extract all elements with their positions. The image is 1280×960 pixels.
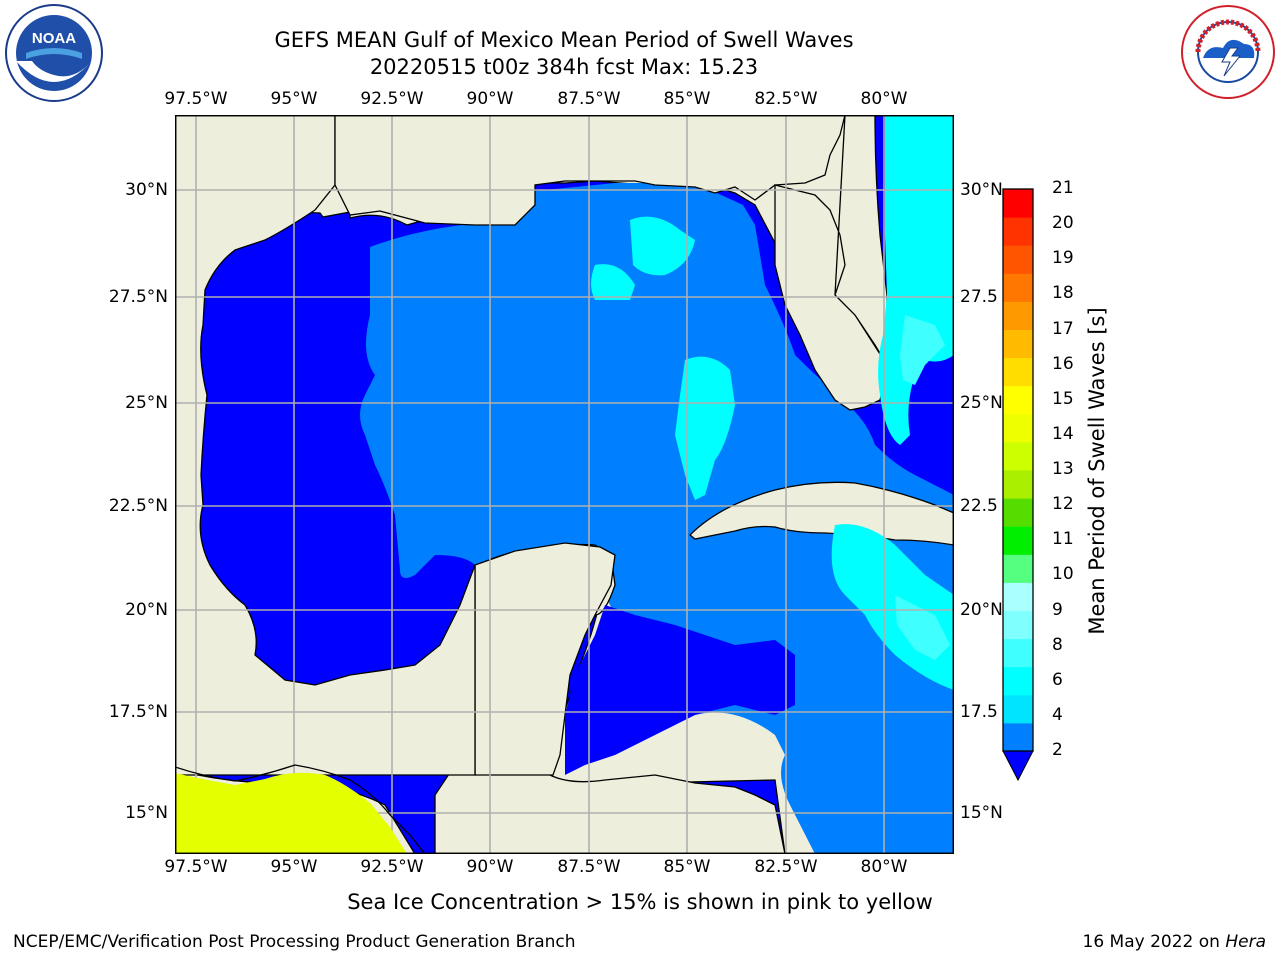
swell-zone-6-8-atlantic <box>900 315 945 385</box>
colorbar-tick-label: 20 <box>1052 213 1074 234</box>
colorbar-tick-label: 21 <box>1052 178 1074 198</box>
colorbar-segment <box>1003 694 1033 724</box>
colorbar-segment <box>1003 498 1033 527</box>
sea-ice-note: Sea Ice Concentration > 15% is shown in … <box>347 890 933 914</box>
lat-label-left: 30°N <box>125 180 168 200</box>
noaa-wordmark: NOAA <box>32 30 76 47</box>
lat-label-left: 20°N <box>125 600 168 620</box>
colorbar-segment <box>1003 722 1033 752</box>
chart-subtitle: 20220515 t00z 384h fcst Max: 15.23 <box>369 55 759 79</box>
graticule <box>175 115 954 854</box>
colorbar-segment <box>1003 217 1033 246</box>
swell-zone-2-4 <box>360 183 954 854</box>
colorbar-segment <box>1003 554 1033 583</box>
us-gulf-coast-land <box>334 115 846 226</box>
swell-zone-below-2-caribbean <box>565 605 795 775</box>
colorbar-tick-label: 14 <box>1052 423 1074 444</box>
colorbar-extend-arrow <box>1002 750 1034 782</box>
lat-label-right: 27.5 <box>960 287 998 307</box>
lon-label-top: 82.5°W <box>754 89 818 109</box>
colorbar-segment <box>1003 441 1033 471</box>
lat-label-left: 25°N <box>125 393 168 413</box>
cuba-land <box>689 481 954 546</box>
colorbar-segment <box>1003 470 1033 499</box>
lon-label-top: 97.5°W <box>164 89 228 109</box>
lat-label-right: 22.5 <box>960 496 998 516</box>
footer-branch: NCEP/EMC/Verification Post Processing Pr… <box>13 932 576 952</box>
yucatan-peninsula <box>474 542 616 776</box>
lat-label-right: 20°N <box>960 600 1003 620</box>
lon-label-bottom: 85°W <box>663 857 711 877</box>
lon-label-top: 95°W <box>270 89 318 109</box>
lat-label-left: 27.5°N <box>108 287 168 307</box>
colorbar-segment <box>1003 189 1033 218</box>
lat-label-right: 15°N <box>960 803 1003 823</box>
colorbar-tick-label: 13 <box>1052 459 1074 479</box>
lon-label-top: 87.5°W <box>557 89 621 109</box>
lat-label-right: 25°N <box>960 393 1003 413</box>
lat-label-left: 15°N <box>125 803 168 823</box>
colorbar-segment <box>1003 245 1033 274</box>
colorbar-segment <box>1003 413 1033 443</box>
map-plot <box>175 115 954 854</box>
lon-label-bottom: 95°W <box>270 857 318 877</box>
noaa-logo: NOAA <box>5 4 103 102</box>
lon-label-bottom: 92.5°W <box>360 857 424 877</box>
chart-title: GEFS MEAN Gulf of Mexico Mean Period of … <box>274 28 854 52</box>
lon-label-top: 92.5°W <box>360 89 424 109</box>
colorbar-tick-label: 17 <box>1052 318 1074 339</box>
lon-label-top: 90°W <box>466 89 514 109</box>
swell-zone-4-6-central <box>591 216 735 500</box>
lon-label-bottom: 97.5°W <box>164 857 228 877</box>
nws-logo <box>1181 5 1275 99</box>
colorbar-tick-label: 15 <box>1052 388 1074 409</box>
colorbar-tick-label: 9 <box>1052 599 1063 620</box>
lat-label-right: 17.5 <box>960 702 998 722</box>
colorbar-segment <box>1003 610 1033 640</box>
colorbar-segment <box>1003 385 1033 415</box>
footer-date: 16 May 2022 on Hera <box>1083 932 1267 952</box>
colorbar-tick-label: 16 <box>1052 353 1074 374</box>
colorbar-tick-label: 6 <box>1052 669 1063 690</box>
colorbar-segment <box>1003 273 1033 302</box>
colorbar-segment <box>1003 301 1033 330</box>
lat-label-right: 30°N <box>960 180 1003 200</box>
colorbar-title: Mean Period of Swell Waves [s] <box>1085 307 1109 635</box>
colorbar-tick-label: 11 <box>1052 529 1074 550</box>
lon-label-bottom: 82.5°W <box>754 857 818 877</box>
colorbar-segment <box>1003 666 1033 696</box>
lon-label-top: 85°W <box>663 89 711 109</box>
colorbar-tick-label: 4 <box>1052 704 1063 725</box>
mexico-land <box>175 115 476 776</box>
colorbar-segment <box>1003 582 1033 611</box>
lon-label-top: 80°W <box>860 89 908 109</box>
colorbar-segment <box>1003 357 1033 387</box>
colorbar-tick-label: 2 <box>1052 740 1063 760</box>
colorbar-tick-label: 8 <box>1052 634 1063 655</box>
sea-ice-coast <box>175 764 426 854</box>
footer-machine: Hera <box>1225 932 1266 952</box>
lat-label-left: 17.5°N <box>108 702 168 722</box>
colorbar <box>1002 188 1034 782</box>
swell-zone-4-6-atlantic <box>878 115 954 445</box>
colorbar-tick-label: 19 <box>1052 248 1074 269</box>
lat-label-left: 22.5°N <box>108 496 168 516</box>
colorbar-tick-label: 12 <box>1052 494 1074 515</box>
lon-label-bottom: 90°W <box>466 857 514 877</box>
lon-label-bottom: 87.5°W <box>557 857 621 877</box>
colorbar-tick-label: 18 <box>1052 283 1074 304</box>
colorbar-tick-label: 10 <box>1052 564 1074 585</box>
lon-label-bottom: 80°W <box>860 857 908 877</box>
colorbar-segment <box>1003 329 1033 359</box>
footer-date-text: 16 May 2022 on <box>1082 932 1226 952</box>
sea-ice-region <box>175 772 407 854</box>
colorbar-segment <box>1003 638 1033 668</box>
swell-zone-6-8-caribbean <box>895 595 950 660</box>
colorbar-segment <box>1003 526 1033 555</box>
